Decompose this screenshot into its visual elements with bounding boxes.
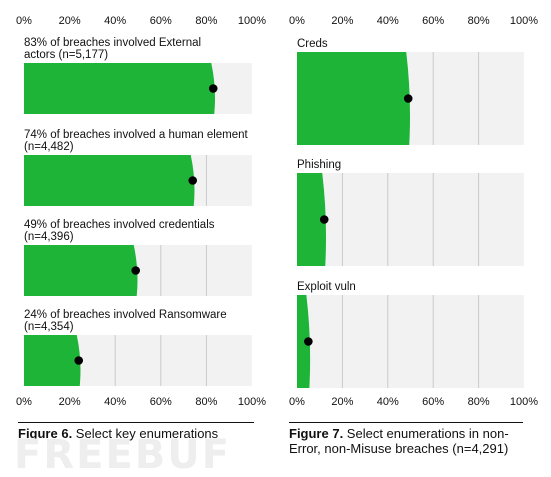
figure7-chart: 0% 0% 20% 20% 40% 40% 60% 60% 80% 80% 100% 100% Cred… (289, 15, 538, 408)
fig7-value-dot (403, 94, 413, 103)
fig7-tick-label-bottom: 40% (377, 396, 399, 408)
fig6-tick-label-bottom: 60% (150, 396, 172, 408)
fig6-tick-label-top: 20% (59, 15, 81, 27)
fig6-category-label: 83% of breaches involved External (24, 37, 201, 49)
fig7-category-label: Phishing (297, 159, 341, 171)
fig6-tick-label-top: 40% (104, 15, 126, 27)
fig7-tick-label-bottom: 100% (510, 396, 538, 408)
fig6-category-label: 49% of breaches involved credentials (24, 219, 215, 231)
figure6-caption-label: Figure 6. (18, 426, 73, 441)
fig7-tick-label-top: 80% (468, 15, 490, 27)
fig6-tick-label-top: 0% (16, 15, 32, 27)
figure7-caption-text: Select enumerations in non-Error, non-Mi… (289, 426, 509, 456)
fig6-bar (24, 335, 81, 386)
fig6-value-dot (188, 176, 198, 185)
fig6-category-label: actors (n=5,177) (24, 49, 108, 61)
fig6-category-label: 74% of breaches involved a human element (24, 129, 249, 141)
fig7-tick-label-bottom: 20% (331, 396, 353, 408)
fig6-tick-label-bottom: 40% (104, 396, 126, 408)
fig7-tick-label-bottom: 80% (468, 396, 490, 408)
figure6-caption: Figure 6. Select key enumerations (18, 426, 268, 441)
fig6-tick-label-bottom: 20% (59, 396, 81, 408)
fig6-tick-label-bottom: 80% (195, 396, 217, 408)
fig7-tick-label-top: 20% (331, 15, 353, 27)
fig7-value-dot (319, 215, 329, 224)
fig6-category-label: (n=4,482) (24, 141, 74, 153)
fig6-bar (24, 245, 138, 296)
fig7-tick-label-top: 60% (422, 15, 444, 27)
fig6-tick-label-top: 60% (150, 15, 172, 27)
fig7-tick-label-top: 100% (510, 15, 538, 27)
fig7-tick-label-top: 40% (377, 15, 399, 27)
fig6-tick-label-bottom: 100% (238, 396, 266, 408)
fig6-value-dot (74, 356, 84, 365)
fig7-bar-track (297, 295, 524, 388)
fig6-category-label: (n=4,354) (24, 321, 74, 333)
fig7-value-dot (304, 337, 313, 346)
fig6-tick-label-bottom: 0% (16, 396, 32, 408)
fig6-tick-label-top: 80% (195, 15, 217, 27)
fig6-bar (24, 63, 216, 114)
fig6-category-label: 24% of breaches involved Ransomware (24, 309, 227, 321)
fig7-tick-label-top: 0% (289, 15, 305, 27)
fig7-tick-label-bottom: 0% (289, 396, 305, 408)
fig6-bar (24, 155, 195, 206)
figure6-caption-text: Select key enumerations (72, 426, 219, 441)
figure7-caption: Figure 7. Select enumerations in non-Err… (289, 426, 519, 456)
fig6-value-dot (208, 84, 218, 93)
figure6-caption-rule (18, 422, 254, 423)
fig6-tick-label-top: 100% (238, 15, 266, 27)
fig7-bar (297, 52, 411, 145)
figure6-chart: 0% 0% 20% 20% 40% 40% 60% 60% 80% 80% 100% 100% 83% … (16, 15, 266, 408)
fig6-category-label: (n=4,396) (24, 231, 74, 243)
figure7-caption-label: Figure 7. (289, 426, 344, 441)
fig7-bar (297, 295, 311, 388)
figure7-caption-rule (289, 422, 523, 423)
fig7-bar (297, 173, 327, 266)
fig7-category-label: Exploit vuln (297, 281, 356, 293)
fig7-tick-label-bottom: 60% (422, 396, 444, 408)
fig7-bar-track (297, 173, 524, 266)
fig7-category-label: Creds (297, 38, 328, 50)
fig6-value-dot (131, 266, 141, 275)
watermark-logo: FREEBUF (14, 432, 232, 477)
